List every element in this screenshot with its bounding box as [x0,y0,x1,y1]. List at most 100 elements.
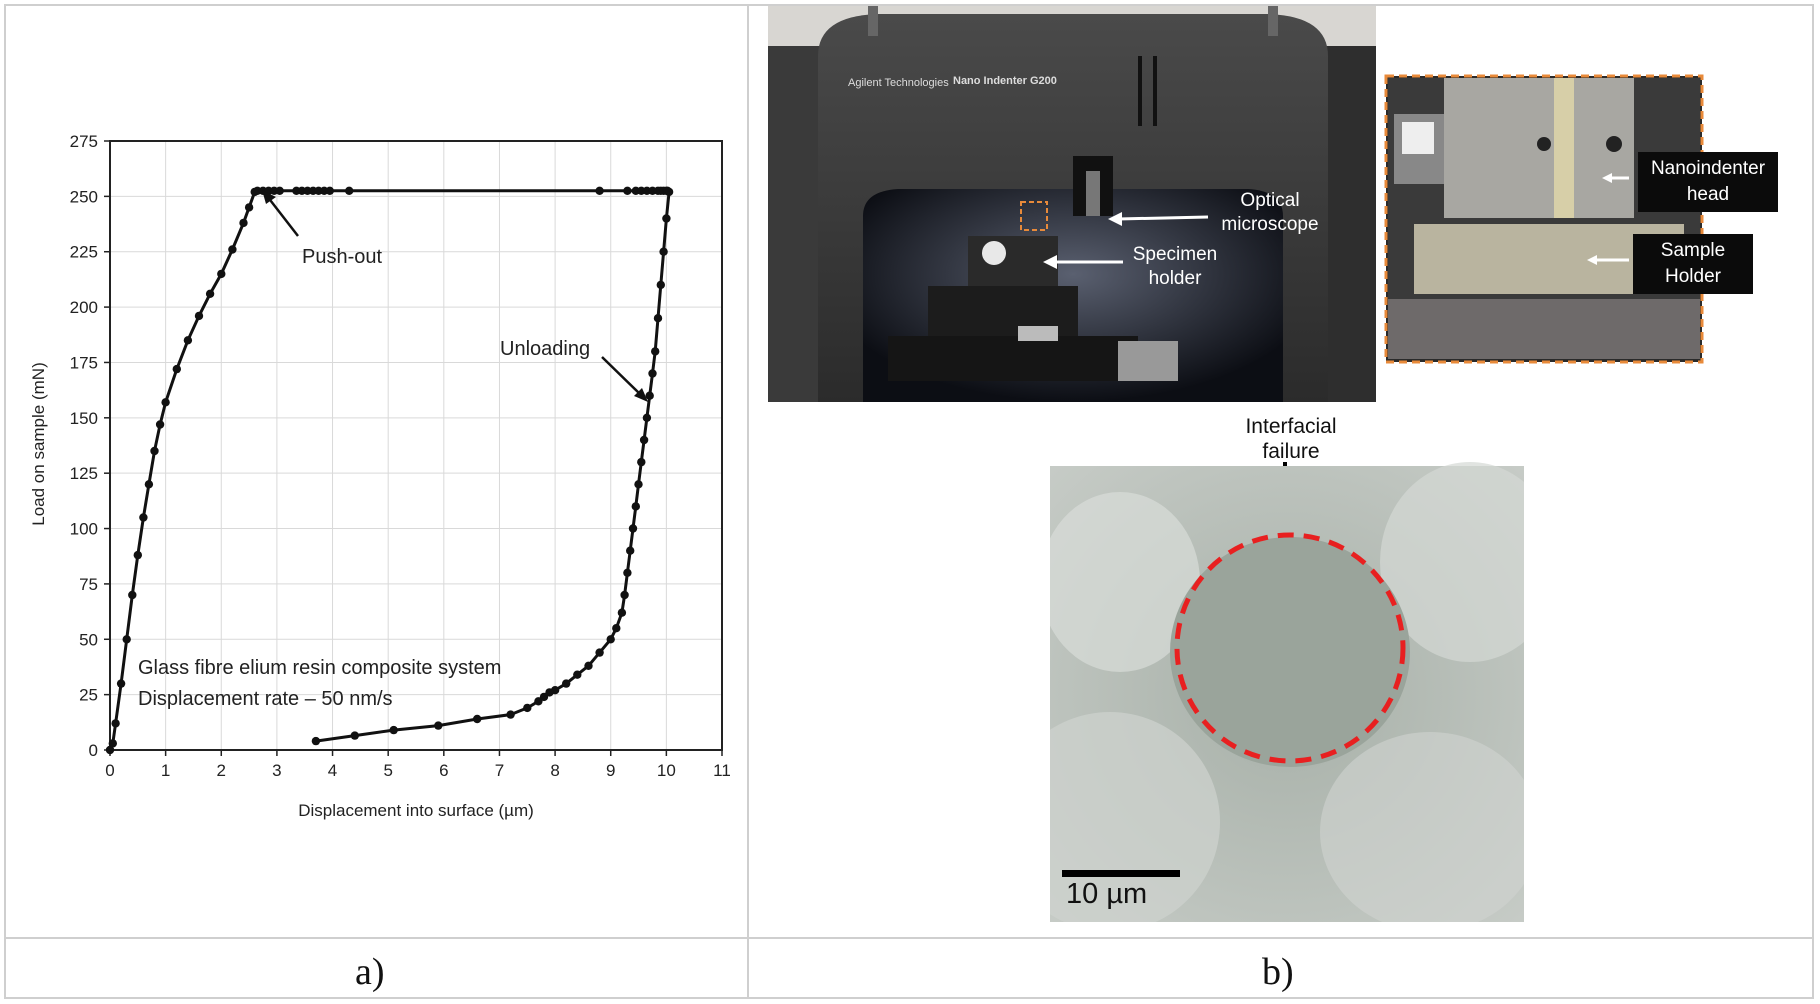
x-axis-label: Displacement into surface (µm) [298,801,534,820]
data-point [473,715,481,723]
data-point [145,480,153,488]
data-point [646,392,654,400]
data-point [245,203,253,211]
data-point [239,219,247,227]
data-point [648,369,656,377]
panel-divider-horizontal [4,937,1814,939]
x-tick-label: 1 [161,761,170,780]
data-point [640,436,648,444]
y-tick-label: 200 [70,298,98,317]
x-tick-label: 2 [217,761,226,780]
interfacial-failure-micrograph [1050,462,1524,922]
scale-bar-label: 10 µm [1066,878,1147,911]
data-point [228,245,236,253]
label-specimen-holder: Specimen holder [1120,243,1230,291]
y-tick-label: 150 [70,409,98,428]
y-tick-label: 250 [70,187,98,206]
data-point [117,679,125,687]
data-point [623,569,631,577]
data-point [128,591,136,599]
data-point [312,737,320,745]
data-point [626,547,634,555]
data-point [173,365,181,373]
y-tick-label: 275 [70,132,98,151]
caption-b: b) [1262,950,1294,994]
data-point [217,270,225,278]
data-point [643,414,651,422]
micrograph-title: Interfacial failure [1221,414,1361,464]
annotation-system-line2: Displacement rate – 50 nm/s [138,688,393,710]
data-point [629,524,637,532]
data-point [351,731,359,739]
data-point [184,336,192,344]
pushout-arrow-line [267,196,298,236]
data-point [651,347,659,355]
data-point [562,679,570,687]
data-point [637,458,645,466]
x-tick-label: 5 [383,761,392,780]
data-point [390,726,398,734]
data-point [618,609,626,617]
data-point [607,635,615,643]
label-nanoindenter-head: Nanoindenter head [1638,152,1778,212]
annotation-system-line1: Glass fibre elium resin composite system [138,657,501,679]
x-tick-label: 10 [657,761,676,780]
data-point [573,671,581,679]
data-point [345,187,353,195]
data-point [584,662,592,670]
label-sample-holder: Sample Holder [1633,234,1753,294]
label-optical-microscope: Optical microscope [1200,189,1340,237]
data-point [276,187,284,195]
data-point [123,635,131,643]
data-point [665,188,673,196]
data-point [150,447,158,455]
data-point [634,480,642,488]
optical-microscope-arrow [1118,217,1208,219]
x-tick-label: 8 [550,761,559,780]
data-point [612,624,620,632]
load-displacement-chart: 0 1 2 3 4 5 6 7 8 9 10 11 0 25 50 75 100 125 150 175 200 225 2… [0,0,748,936]
y-axis-label: Load on sample (mN) [29,362,48,525]
data-point [620,591,628,599]
y-tick-label: 100 [70,520,98,539]
data-point [156,420,164,428]
chart-tick-labels: 0 1 2 3 4 5 6 7 8 9 10 11 0 25 50 75 100 125 150 175 200 225 2… [70,132,731,780]
x-tick-label: 6 [439,761,448,780]
y-tick-label: 50 [79,630,98,649]
data-point [195,312,203,320]
x-tick-label: 3 [272,761,281,780]
data-point [654,314,662,322]
data-point [657,281,665,289]
data-point [161,398,169,406]
x-tick-label: 4 [328,761,337,780]
machine-brand-text: Agilent Technologies [848,77,949,89]
data-point [523,704,531,712]
y-tick-label: 0 [89,741,98,760]
y-tick-label: 175 [70,353,98,372]
annotation-unloading: Unloading [500,338,590,360]
data-point [659,248,667,256]
y-tick-label: 25 [79,686,98,705]
data-point [595,648,603,656]
data-point [111,719,119,727]
data-point [595,187,603,195]
scale-bar [1062,870,1180,877]
data-point [632,502,640,510]
data-point [326,187,334,195]
y-tick-label: 225 [70,243,98,262]
nanoindenter-head-inset [1384,74,1704,364]
x-tick-label: 0 [105,761,114,780]
data-point [534,697,542,705]
x-tick-label: 11 [713,761,731,780]
data-point [434,721,442,729]
y-tick-label: 75 [79,575,98,594]
data-point [109,739,117,747]
x-tick-label: 9 [606,761,615,780]
data-point [139,513,147,521]
data-point [623,187,631,195]
x-tick-label: 7 [495,761,504,780]
data-point [206,290,214,298]
data-point [134,551,142,559]
data-point [506,710,514,718]
machine-model-text: Nano Indenter G200 [953,75,1057,87]
